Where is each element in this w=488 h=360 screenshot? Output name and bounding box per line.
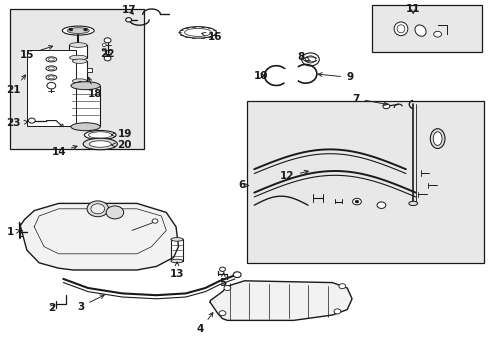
Text: 3: 3 [77, 295, 104, 312]
Bar [69, 45, 87, 58]
Text: 9: 9 [318, 72, 352, 82]
Circle shape [224, 285, 230, 291]
Text: 19: 19 [111, 129, 132, 139]
Text: 21: 21 [6, 75, 25, 95]
Text: 8: 8 [297, 51, 309, 62]
Text: 12: 12 [280, 170, 307, 181]
Text: 22: 22 [100, 49, 115, 59]
Circle shape [352, 198, 361, 205]
Text: 5: 5 [219, 272, 225, 288]
Text: 17: 17 [122, 5, 137, 15]
Text: 1: 1 [7, 227, 20, 237]
Circle shape [28, 118, 35, 123]
Ellipse shape [48, 58, 54, 61]
Bar [171, 239, 183, 261]
Circle shape [102, 48, 106, 51]
Ellipse shape [89, 141, 111, 147]
Ellipse shape [46, 75, 57, 80]
Ellipse shape [171, 238, 183, 241]
Text: 13: 13 [169, 262, 184, 279]
Circle shape [47, 82, 56, 89]
Ellipse shape [171, 259, 183, 263]
Bar [87, 68, 92, 72]
Ellipse shape [72, 79, 87, 83]
Bar [246, 101, 483, 263]
Circle shape [104, 56, 111, 61]
Circle shape [104, 38, 111, 43]
Circle shape [91, 204, 104, 214]
Circle shape [77, 82, 82, 85]
Text: 15: 15 [20, 46, 53, 60]
Circle shape [333, 309, 340, 314]
Circle shape [233, 272, 241, 278]
Text: 7: 7 [351, 94, 386, 105]
Bar [71, 86, 100, 126]
Bar [10, 9, 144, 149]
Circle shape [83, 28, 87, 31]
Circle shape [106, 206, 123, 219]
Ellipse shape [46, 66, 57, 71]
Ellipse shape [396, 25, 404, 33]
Ellipse shape [69, 43, 87, 47]
Ellipse shape [393, 22, 407, 36]
Circle shape [338, 284, 345, 289]
Circle shape [87, 201, 108, 217]
Circle shape [219, 311, 225, 316]
Ellipse shape [69, 55, 87, 60]
Ellipse shape [184, 28, 211, 36]
Text: 2: 2 [48, 303, 55, 313]
Ellipse shape [48, 67, 54, 70]
Text: 10: 10 [253, 71, 267, 81]
Circle shape [102, 44, 106, 46]
Ellipse shape [62, 26, 94, 35]
Text: 14: 14 [51, 145, 77, 157]
Text: 23: 23 [6, 118, 28, 129]
Ellipse shape [84, 130, 116, 139]
Text: 11: 11 [405, 4, 420, 14]
Circle shape [219, 267, 225, 271]
Text: 16: 16 [201, 32, 222, 42]
Text: 6: 6 [238, 180, 248, 190]
Ellipse shape [71, 82, 100, 90]
Circle shape [433, 31, 441, 37]
Ellipse shape [414, 25, 425, 36]
Circle shape [69, 28, 73, 31]
Circle shape [382, 104, 389, 109]
Circle shape [152, 219, 158, 223]
Ellipse shape [72, 59, 87, 63]
Text: 18: 18 [88, 77, 102, 99]
Bar [27, 50, 76, 126]
Ellipse shape [432, 132, 441, 145]
Ellipse shape [67, 28, 89, 33]
Ellipse shape [88, 132, 112, 138]
Circle shape [125, 18, 131, 22]
Ellipse shape [408, 201, 417, 206]
Bar [72, 61, 87, 81]
Circle shape [301, 53, 319, 66]
Polygon shape [210, 281, 351, 320]
Ellipse shape [48, 76, 54, 79]
Ellipse shape [429, 129, 444, 148]
Ellipse shape [83, 138, 117, 150]
Text: 20: 20 [111, 140, 132, 150]
Text: 4: 4 [196, 312, 212, 334]
Ellipse shape [71, 123, 100, 131]
Circle shape [354, 200, 358, 203]
Circle shape [305, 56, 315, 63]
Bar [371, 5, 481, 52]
Circle shape [376, 202, 385, 208]
Ellipse shape [46, 57, 57, 62]
Ellipse shape [180, 27, 216, 38]
Polygon shape [20, 203, 178, 270]
